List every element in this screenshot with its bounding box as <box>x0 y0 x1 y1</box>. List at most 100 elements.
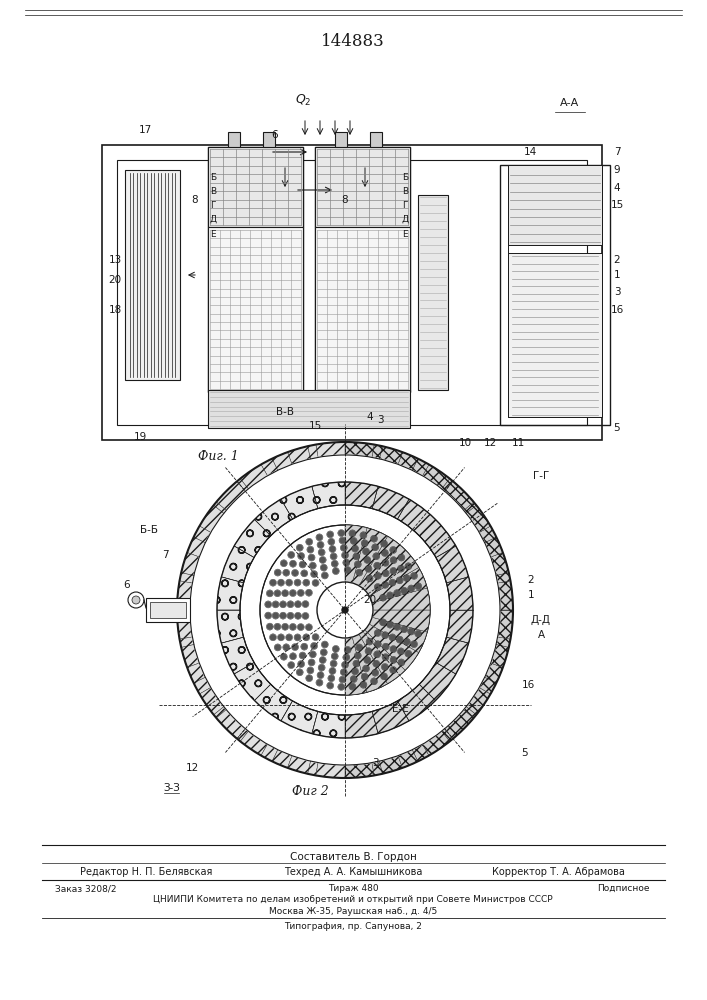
Circle shape <box>291 561 296 566</box>
Circle shape <box>288 613 293 618</box>
Text: 20: 20 <box>108 275 122 285</box>
Text: 5: 5 <box>614 423 620 433</box>
Text: Москва Ж-35, Раушская наб., д. 4/5: Москва Ж-35, Раушская наб., д. 4/5 <box>269 907 437 916</box>
Circle shape <box>383 571 388 576</box>
Circle shape <box>344 655 349 660</box>
Circle shape <box>192 457 498 763</box>
Polygon shape <box>217 610 244 643</box>
Circle shape <box>353 546 358 551</box>
Text: 16: 16 <box>521 680 534 690</box>
Text: Б: Б <box>210 173 216 182</box>
Polygon shape <box>199 688 226 718</box>
Text: А: А <box>537 630 544 640</box>
Bar <box>315 147 410 227</box>
Circle shape <box>339 531 344 536</box>
Polygon shape <box>446 577 473 610</box>
Text: Г-Г: Г-Г <box>533 471 549 481</box>
Text: Б-Б: Б-Б <box>140 525 158 535</box>
Text: 3: 3 <box>372 758 378 768</box>
Polygon shape <box>397 499 436 536</box>
Circle shape <box>320 557 325 562</box>
Text: 9: 9 <box>614 165 620 175</box>
Text: 1: 1 <box>527 590 534 600</box>
Polygon shape <box>446 610 473 643</box>
Circle shape <box>313 580 318 585</box>
Circle shape <box>373 545 378 550</box>
Circle shape <box>356 653 361 658</box>
Text: Составитель В. Гордон: Составитель В. Гордон <box>290 852 416 862</box>
Bar <box>500 165 610 425</box>
Circle shape <box>375 642 380 647</box>
Circle shape <box>288 552 293 557</box>
Polygon shape <box>221 637 254 674</box>
Text: Д-Д: Д-Д <box>531 615 551 625</box>
Text: 8: 8 <box>192 195 198 205</box>
Text: 1: 1 <box>614 270 620 280</box>
Circle shape <box>260 525 430 695</box>
Circle shape <box>330 668 335 673</box>
Polygon shape <box>359 630 405 684</box>
Text: 4: 4 <box>614 183 620 193</box>
Circle shape <box>387 593 392 598</box>
Polygon shape <box>261 452 292 476</box>
Circle shape <box>281 561 286 566</box>
Circle shape <box>296 613 300 618</box>
Text: Д: Д <box>402 215 409 224</box>
Circle shape <box>267 591 272 596</box>
Bar <box>117 160 587 425</box>
Polygon shape <box>365 624 419 670</box>
Text: 3: 3 <box>614 287 620 297</box>
Circle shape <box>328 532 333 537</box>
Circle shape <box>312 643 317 648</box>
Text: 6: 6 <box>271 130 279 140</box>
Circle shape <box>288 602 293 607</box>
Circle shape <box>375 630 380 635</box>
Circle shape <box>329 676 334 681</box>
Circle shape <box>399 566 404 571</box>
Bar <box>508 253 602 417</box>
Circle shape <box>345 647 350 652</box>
Circle shape <box>310 563 315 568</box>
Circle shape <box>330 547 335 552</box>
Polygon shape <box>180 637 199 667</box>
Polygon shape <box>365 550 419 596</box>
Circle shape <box>310 652 315 657</box>
Polygon shape <box>352 528 387 586</box>
Bar <box>263 132 275 147</box>
Circle shape <box>367 576 372 581</box>
Text: 4: 4 <box>367 412 373 422</box>
Bar <box>208 147 303 392</box>
Circle shape <box>281 613 286 618</box>
Text: В: В <box>402 187 408 196</box>
Text: В: В <box>210 187 216 196</box>
Circle shape <box>402 588 407 593</box>
Text: Б: Б <box>402 173 408 182</box>
Circle shape <box>366 649 371 654</box>
Circle shape <box>306 625 311 630</box>
Text: Техред А. А. Камышникова: Техред А. А. Камышникова <box>284 867 422 877</box>
Circle shape <box>275 570 280 575</box>
Bar <box>150 602 186 618</box>
Polygon shape <box>479 663 503 694</box>
Polygon shape <box>316 763 345 778</box>
Bar <box>146 598 190 622</box>
Polygon shape <box>398 452 429 476</box>
Circle shape <box>295 635 300 640</box>
Bar <box>508 165 602 245</box>
Circle shape <box>361 682 366 687</box>
Polygon shape <box>316 442 345 457</box>
Circle shape <box>309 555 314 560</box>
Circle shape <box>362 541 367 546</box>
Text: 20: 20 <box>363 595 377 605</box>
Text: Фиг 2: Фиг 2 <box>291 785 328 798</box>
Polygon shape <box>436 546 469 583</box>
Polygon shape <box>372 588 430 610</box>
Polygon shape <box>345 763 374 778</box>
Polygon shape <box>345 637 367 695</box>
Circle shape <box>402 627 407 632</box>
Polygon shape <box>419 662 456 701</box>
Circle shape <box>307 676 312 681</box>
Circle shape <box>339 684 344 689</box>
Circle shape <box>273 602 278 607</box>
Circle shape <box>416 584 421 589</box>
